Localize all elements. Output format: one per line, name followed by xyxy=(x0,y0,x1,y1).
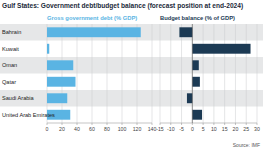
source: Source: IMF xyxy=(233,142,260,148)
figure-title: Gulf States: Government debt/budget bala… xyxy=(2,2,243,10)
tick-label: 100 xyxy=(118,126,127,132)
grid-line xyxy=(257,24,258,123)
tick-label: 20 xyxy=(233,126,239,132)
tick-mark xyxy=(235,123,236,125)
tick-label: 15 xyxy=(222,126,228,132)
tick-mark xyxy=(160,123,161,125)
grid-line xyxy=(152,24,153,123)
bar xyxy=(47,77,76,87)
category-label: United Arab Emirates xyxy=(2,112,55,118)
tick-label: -15 xyxy=(156,126,164,132)
grid-line xyxy=(77,24,78,123)
bar xyxy=(192,44,250,54)
tick-mark xyxy=(47,123,48,125)
tick-mark xyxy=(170,123,171,125)
grid-line xyxy=(203,24,204,123)
panel-title: Budget balance (% of GDP) xyxy=(160,15,235,21)
grid-line xyxy=(160,24,161,123)
grid-line xyxy=(246,24,247,123)
bar xyxy=(47,93,67,103)
grid-line xyxy=(170,24,171,123)
bar xyxy=(47,60,73,70)
tick-label: 0 xyxy=(191,126,194,132)
category-label: Bahrain xyxy=(2,29,21,35)
bars xyxy=(179,27,250,119)
tick-label: 120 xyxy=(133,126,142,132)
category-label: Saudi Arabia xyxy=(2,95,35,101)
tick-label: 40 xyxy=(74,126,80,132)
tick-label: 0 xyxy=(46,126,49,132)
tick-mark xyxy=(92,123,93,125)
tick-mark xyxy=(181,123,182,125)
bar xyxy=(47,27,141,37)
tick-mark xyxy=(257,123,258,125)
grid-line xyxy=(92,24,93,123)
tick-label: 20 xyxy=(59,126,65,132)
grid-line xyxy=(62,24,63,123)
tick-mark xyxy=(152,123,153,125)
tick-mark xyxy=(62,123,63,125)
bar xyxy=(192,110,202,120)
tick-mark xyxy=(246,123,247,125)
tick-label: 60 xyxy=(89,126,95,132)
bar xyxy=(192,77,200,87)
tick-label: -10 xyxy=(167,126,175,132)
x-axis xyxy=(47,123,152,124)
tick-mark xyxy=(213,123,214,125)
category-label: Kuwait xyxy=(2,46,19,52)
tick-mark xyxy=(192,123,193,125)
row-band xyxy=(0,57,263,74)
category-label: Oman xyxy=(2,62,17,68)
x-axis xyxy=(160,123,257,124)
tick-mark xyxy=(107,123,108,125)
tick-mark xyxy=(77,123,78,125)
grid-line xyxy=(122,24,123,123)
tick-label: 30 xyxy=(254,126,260,132)
row-band xyxy=(0,24,263,41)
tick-mark xyxy=(224,123,225,125)
tick-mark xyxy=(137,123,138,125)
grid-line xyxy=(224,24,225,123)
tick-label: 140 xyxy=(148,126,157,132)
bars xyxy=(47,27,141,119)
tick-mark xyxy=(122,123,123,125)
grid-line xyxy=(181,24,182,123)
tick-label: 10 xyxy=(211,126,217,132)
panel-title: Gross government debt (% GDP) xyxy=(47,15,137,21)
grid-line xyxy=(47,24,48,123)
bar xyxy=(187,93,192,103)
tick-label: -5 xyxy=(179,126,184,132)
grid-line xyxy=(192,24,193,123)
tick-label: 25 xyxy=(243,126,249,132)
bar xyxy=(192,60,198,70)
zero-line xyxy=(192,24,193,123)
category-label: Qatar xyxy=(2,79,16,85)
grid-line xyxy=(235,24,236,123)
bar xyxy=(179,27,192,37)
tick-label: 80 xyxy=(104,126,110,132)
tick-mark xyxy=(203,123,204,125)
grid-line xyxy=(213,24,214,123)
grid-line xyxy=(137,24,138,123)
figure: Gulf States: Government debt/budget bala… xyxy=(0,0,263,150)
grid-line xyxy=(107,24,108,123)
bar xyxy=(47,44,49,54)
tick-label: 5 xyxy=(202,126,205,132)
row-band xyxy=(0,90,263,107)
